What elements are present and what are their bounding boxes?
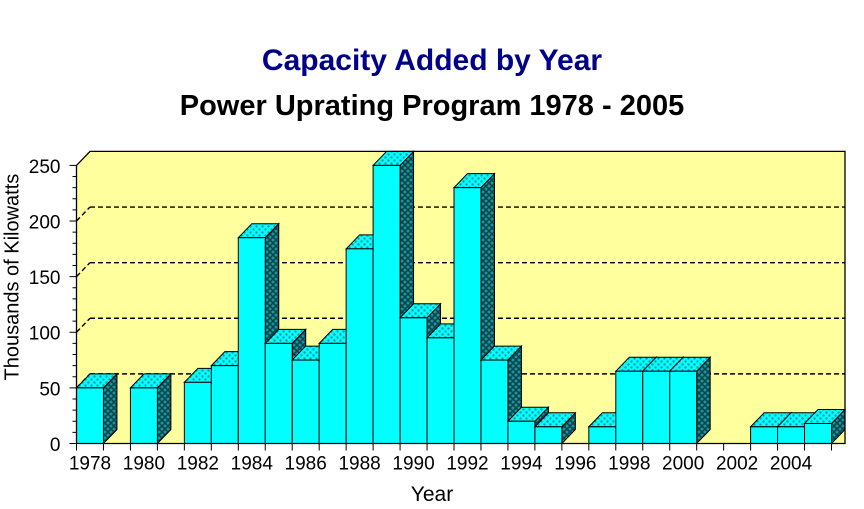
svg-text:1994: 1994	[500, 454, 543, 475]
svg-text:2000: 2000	[662, 454, 704, 475]
svg-text:50: 50	[39, 379, 60, 400]
svg-text:100: 100	[29, 324, 61, 345]
svg-text:250: 250	[29, 157, 61, 178]
svg-text:1978: 1978	[69, 454, 111, 475]
svg-text:1996: 1996	[554, 454, 596, 475]
svg-text:2004: 2004	[770, 454, 813, 475]
svg-text:1980: 1980	[123, 454, 165, 475]
svg-text:1984: 1984	[231, 454, 274, 475]
svg-text:1990: 1990	[392, 454, 434, 475]
svg-text:2002: 2002	[716, 454, 758, 475]
svg-text:1982: 1982	[177, 454, 219, 475]
svg-text:1988: 1988	[338, 454, 380, 475]
svg-text:0: 0	[50, 435, 61, 456]
svg-text:150: 150	[29, 268, 61, 289]
svg-text:200: 200	[29, 212, 61, 233]
svg-text:1992: 1992	[446, 454, 488, 475]
svg-text:1986: 1986	[285, 454, 327, 475]
svg-text:1998: 1998	[608, 454, 650, 475]
